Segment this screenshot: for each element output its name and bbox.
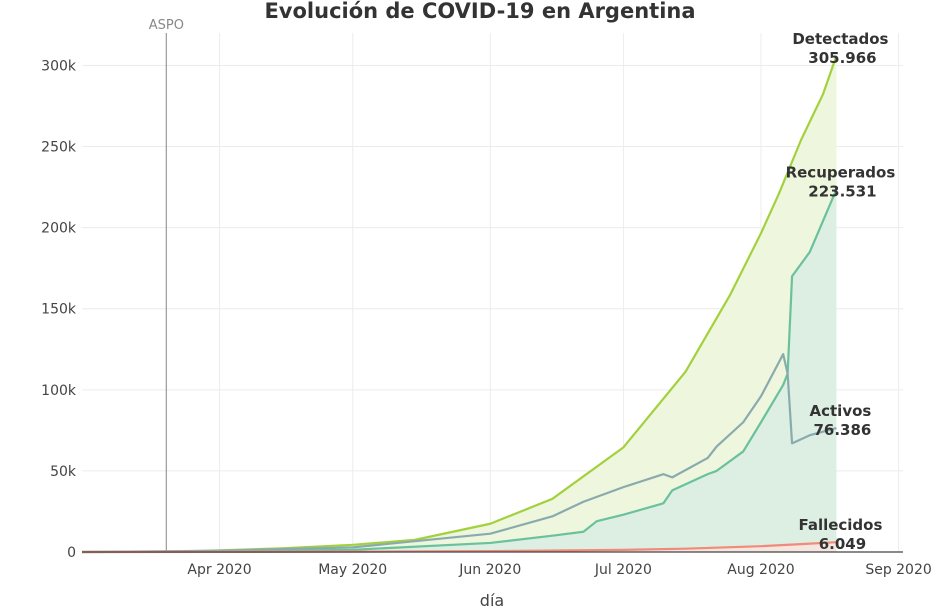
aspo-marker: ASPO [149,18,184,552]
y-tick-label: 0 [67,545,76,561]
y-tick-label: 50k [50,464,77,480]
x-tick-label: Jul 2020 [594,562,652,578]
series-value-label: 76.386 [813,421,871,439]
x-tick-label: May 2020 [318,562,387,578]
series-name-label: Activos [810,402,872,420]
y-tick-label: 200k [41,221,77,237]
series-name-label: Detectados [792,30,888,48]
area-recuperados [82,189,837,552]
x-tick-label: Jun 2020 [458,562,521,578]
series-areas [82,55,837,553]
series-name-label: Recuperados [786,163,896,181]
line-activos [81,353,837,554]
x-axis-title: día [480,591,504,610]
x-tick-label: Sep 2020 [865,562,931,578]
x-tick-label: Aug 2020 [727,562,794,578]
y-tick-label: 150k [41,302,77,318]
y-tick-label: 100k [41,383,77,399]
aspo-label: ASPO [149,18,184,33]
series-value-label: 6.049 [819,535,866,553]
y-tick-label: 250k [41,140,77,156]
y-tick-label: 300k [41,58,77,74]
series-value-label: 223.531 [808,182,876,200]
chart-title: Evolución de COVID-19 en Argentina [264,0,695,23]
area-detectados [82,55,837,553]
series-lines [81,55,838,554]
x-tick-label: Apr 2020 [187,562,251,578]
axes: 0 50k 100k 150k 200k 250k 300k Apr 2020 May 2020… [41,58,932,578]
series-name-label: Fallecidos [798,516,882,534]
series-value-label: 305.966 [808,49,876,67]
